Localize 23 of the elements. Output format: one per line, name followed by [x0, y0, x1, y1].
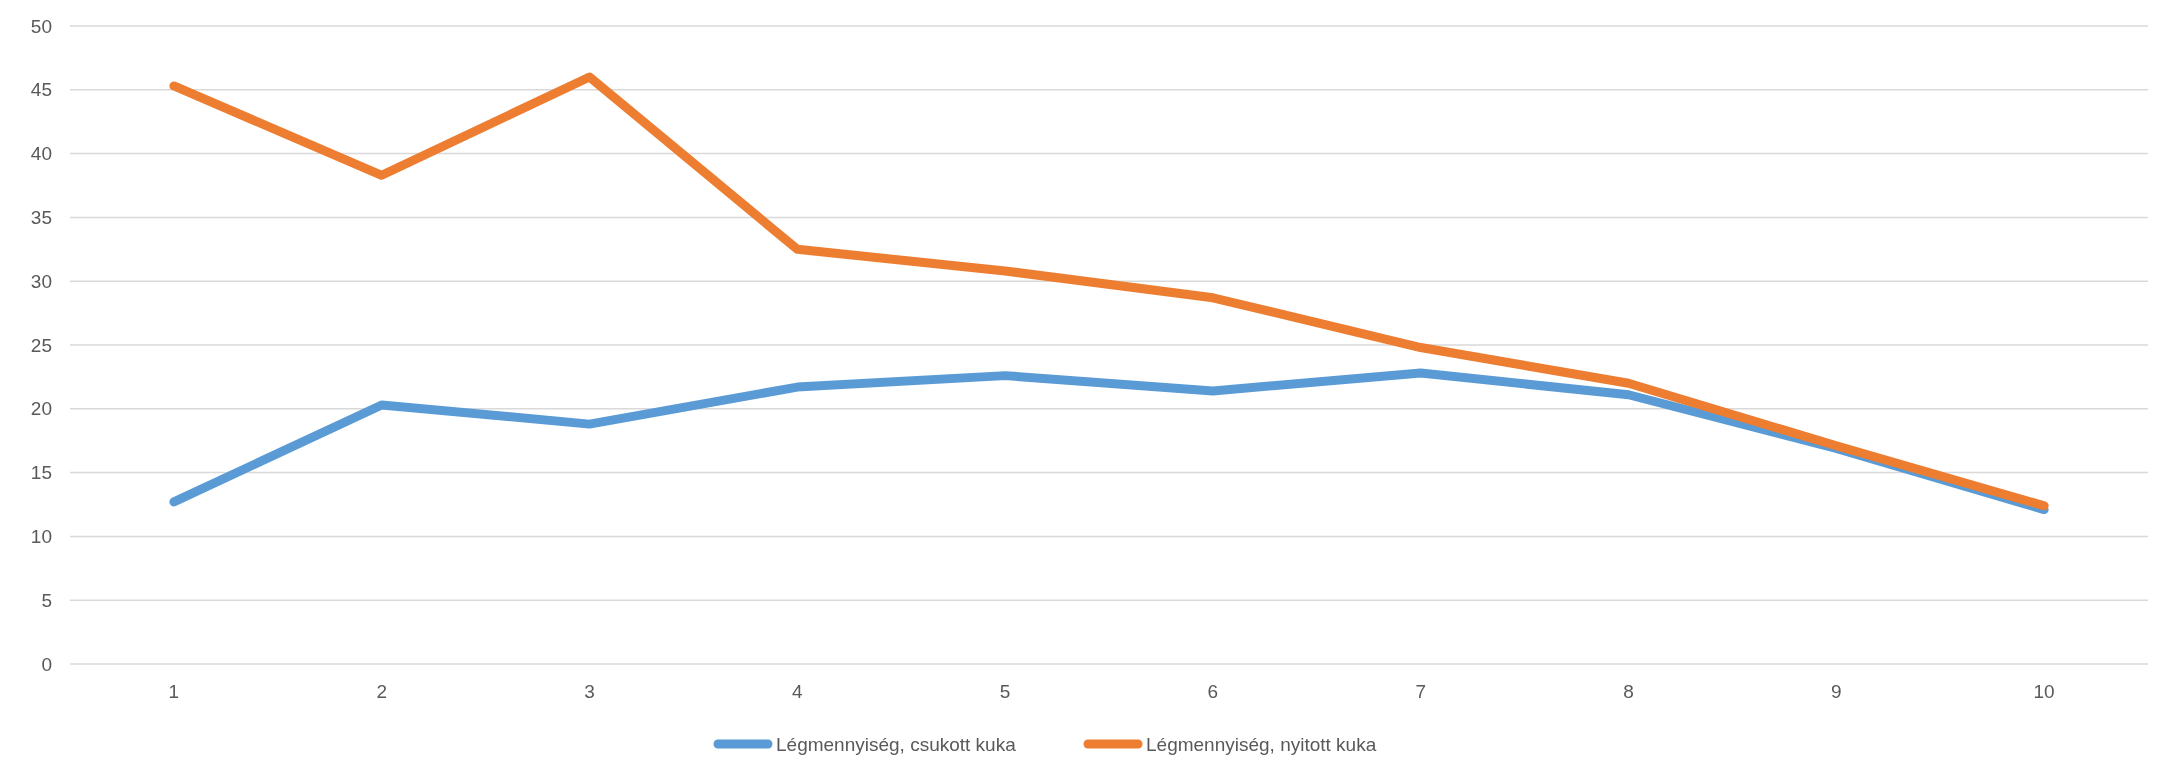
y-tick-label: 40	[30, 143, 52, 165]
x-tick-label: 7	[1415, 681, 1426, 702]
x-tick-label: 3	[584, 681, 595, 702]
y-tick-label: 45	[30, 79, 52, 101]
x-tick-label: 10	[2033, 681, 2055, 702]
x-tick-label: 4	[792, 681, 804, 702]
y-tick-label: 20	[30, 398, 52, 420]
y-tick-label: 30	[30, 270, 52, 292]
x-tick-label: 5	[999, 681, 1011, 702]
y-tick-label: 10	[30, 526, 52, 548]
x-tick-label: 8	[1623, 681, 1634, 702]
x-tick-label: 2	[376, 681, 387, 702]
legend-label: Légmennyiség, csukott kuka	[776, 733, 1017, 755]
x-tick-label: 6	[1207, 681, 1219, 702]
x-tick-label: 9	[1831, 681, 1842, 702]
y-tick-label: 15	[30, 462, 52, 484]
y-tick-label: 0	[41, 653, 52, 675]
x-tick-label: 1	[168, 681, 180, 702]
y-tick-label: 50	[30, 15, 52, 37]
y-tick-label: 5	[41, 589, 52, 611]
y-tick-label: 25	[30, 334, 52, 356]
y-tick-label: 35	[30, 207, 52, 229]
legend-label: Légmennyiség, nyitott kuka	[1146, 733, 1377, 755]
